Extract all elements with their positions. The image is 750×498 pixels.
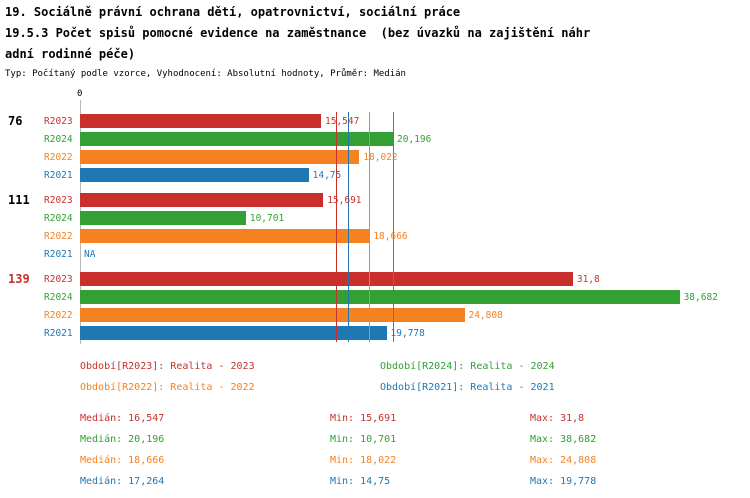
bar-track: 10,701 (80, 211, 750, 225)
bar-row: R2021 19,778 (0, 324, 750, 342)
stat-min-R2021: Min: 14,75 (330, 476, 391, 487)
bar-value-label: 14,75 (312, 169, 342, 181)
bar-track: 20,196 (80, 132, 750, 146)
bar-row: R2022 24,808 (0, 306, 750, 324)
chart-subtitle: Typ: Počítaný podle vzorce, Vyhodnocení:… (5, 69, 406, 79)
stat-median-R2021: Medián: 17,264 (80, 476, 165, 487)
bar (80, 308, 465, 322)
bar-row: R2022 18,022 (0, 148, 750, 166)
bar-value-label: 24,808 (468, 309, 503, 321)
stat-max-R2023: Max: 31,8 (530, 413, 585, 424)
legend-item-R2022: Období[R2022]: Realita - 2022 (80, 382, 255, 393)
bar-track: 31,8 (80, 272, 750, 286)
bar (80, 114, 321, 128)
bar-track: 18,666 (80, 229, 750, 243)
bar-track: 18,022 (80, 150, 750, 164)
stat-min-R2024: Min: 10,701 (330, 434, 397, 445)
bar-row: 139 R2023 31,8 (0, 270, 750, 288)
stat-max-R2024: Max: 38,682 (530, 434, 597, 445)
bar-row: R2024 10,701 (0, 209, 750, 227)
bar-track: 15,547 (80, 114, 750, 128)
series-label: R2023 (44, 194, 73, 206)
series-label: R2021 (44, 169, 73, 181)
bar-track: 14,75 (80, 168, 750, 182)
bar (80, 211, 246, 225)
stat-max-R2021: Max: 19,778 (530, 476, 597, 487)
series-label: R2023 (44, 115, 73, 127)
bar-value-label: 15,547 (324, 115, 360, 127)
bar (80, 132, 394, 146)
bar-value-label: 18,666 (373, 230, 408, 242)
series-label: R2022 (44, 309, 73, 321)
stat-min-R2023: Min: 15,691 (330, 413, 397, 424)
series-label: R2024 (44, 291, 73, 303)
title-line-2: 19.5.3 Počet spisů pomocné evidence na z… (5, 26, 591, 40)
bar-value-label: 20,196 (397, 133, 432, 145)
series-label: R2021 (44, 248, 73, 260)
legend-item-R2024: Období[R2024]: Realita - 2024 (380, 361, 555, 372)
bar (80, 193, 324, 207)
legend-item-R2023: Období[R2023]: Realita - 2023 (80, 361, 255, 372)
bar-row: 76 R2023 15,547 (0, 112, 750, 130)
bar-group: 111 R2023 15,691 R2024 10,701 R2022 18,666 R202… (0, 191, 750, 263)
bar-row: R2024 38,682 (0, 288, 750, 306)
stat-max-R2022: Max: 24,808 (530, 455, 597, 466)
bar-group: 139 R2023 31,8 R2024 38,682 R2022 24,808 R2021 1… (0, 270, 750, 342)
bar-rows: 76 R2023 15,547 R2024 20,196 R2022 18,022 R2021… (0, 112, 750, 342)
bar (80, 326, 387, 340)
stat-min-R2022: Min: 18,022 (330, 455, 397, 466)
bar-track: 38,682 (80, 290, 750, 304)
bar-row: R2024 20,196 (0, 130, 750, 148)
bar-group: 76 R2023 15,547 R2024 20,196 R2022 18,022 R2021… (0, 112, 750, 184)
bar (80, 290, 680, 304)
stat-median-R2023: Medián: 16,547 (80, 413, 165, 424)
bar-track: 15,691 (80, 193, 750, 207)
axis-origin-label: 0 (77, 89, 83, 99)
series-label: R2023 (44, 273, 73, 285)
series-label: R2024 (44, 212, 73, 224)
bar-track: 19,778 (80, 326, 750, 340)
stat-median-R2022: Medián: 18,666 (80, 455, 165, 466)
bar (80, 272, 573, 286)
group-label: 139 (8, 272, 30, 286)
bar-value-label: 15,691 (327, 194, 362, 206)
bar-value-label: 10,701 (249, 212, 285, 224)
bar-track: 24,808 (80, 308, 750, 322)
bar-chart: 76 R2023 15,547 R2024 20,196 R2022 18,022 R2021… (0, 112, 750, 342)
bar-value-label: NA (84, 248, 96, 260)
chart-legend: Období[R2023]: Realita - 2023 Období[R202… (80, 360, 555, 394)
legend-item-R2021: Období[R2021]: Realita - 2021 (380, 382, 555, 393)
bar-row: 111 R2023 15,691 (0, 191, 750, 209)
bar-row: R2021 NA (0, 245, 750, 263)
bar (80, 229, 370, 243)
bar-value-label: 18,022 (363, 151, 398, 163)
bar-row: R2021 14,75 (0, 166, 750, 184)
series-label: R2024 (44, 133, 73, 145)
title-line-3: adní rodinné péče) (5, 47, 136, 61)
chart-stats: Medián: 16,547 Min: 15,691 Max: 31,8 Medián… (80, 412, 596, 488)
title-line-1: 19. Sociálně právní ochrana dětí, opatro… (5, 5, 461, 19)
group-label: 111 (8, 193, 30, 207)
stat-median-R2024: Medián: 20,196 (80, 434, 165, 445)
bar-value-label: 19,778 (390, 327, 425, 339)
bar (80, 150, 360, 164)
bar-row: R2022 18,666 (0, 227, 750, 245)
bar-value-label: 31,8 (576, 273, 600, 285)
series-label: R2021 (44, 327, 73, 339)
series-label: R2022 (44, 151, 73, 163)
series-label: R2022 (44, 230, 73, 242)
group-label: 76 (8, 114, 23, 128)
bar (80, 168, 309, 182)
bar-track: NA (80, 247, 750, 261)
bar-value-label: 38,682 (683, 291, 718, 303)
